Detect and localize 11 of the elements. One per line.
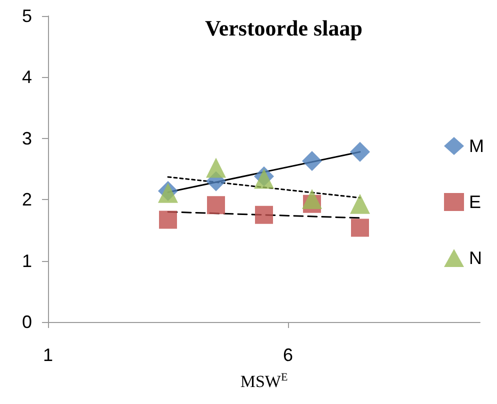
chart-title: Verstoorde slaap: [205, 16, 362, 40]
y-tick-label: 0: [22, 312, 32, 332]
x-tick-label: 6: [282, 345, 294, 365]
y-tick-label: 4: [22, 67, 32, 88]
legend-label: M: [469, 136, 484, 156]
y-tick-label: 2: [22, 190, 32, 210]
y-tick-label: 5: [22, 6, 32, 26]
legend-label: N: [469, 248, 482, 268]
y-tick-label: 1: [22, 250, 32, 271]
legend-label: E: [469, 192, 482, 212]
y-tick-label: 3: [22, 128, 32, 148]
